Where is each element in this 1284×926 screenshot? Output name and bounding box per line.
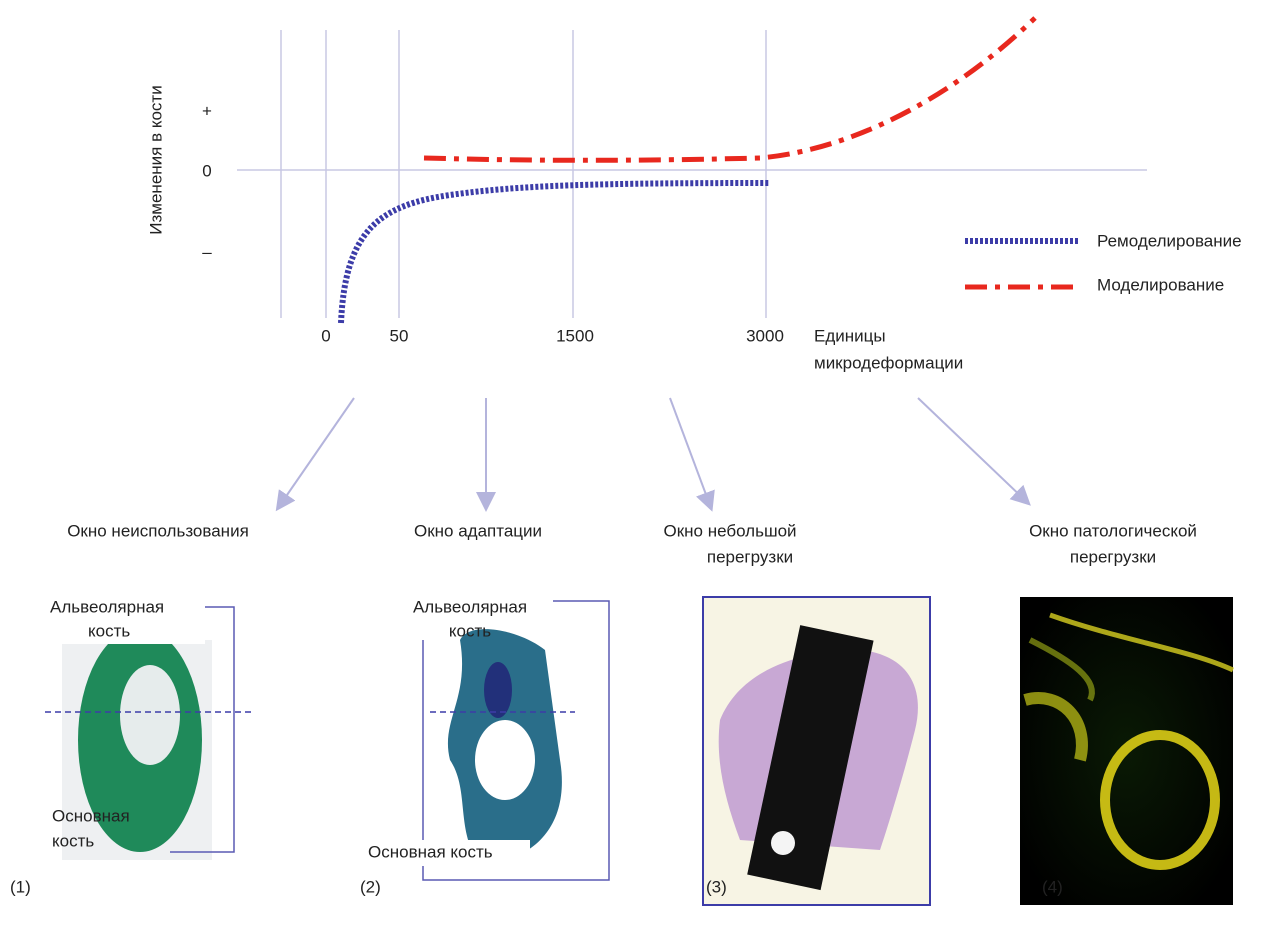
x-label: 50 xyxy=(390,326,409,345)
panel-label: Альвеолярная xyxy=(413,597,527,616)
panel-label: кость xyxy=(88,621,130,640)
x-label: 0 xyxy=(321,326,330,345)
panel-number: (1) xyxy=(10,877,31,896)
y-axis-title: Изменения в кости xyxy=(146,85,165,234)
window-title: Окно адаптации xyxy=(414,521,542,540)
panel-4 xyxy=(1020,597,1233,905)
x-axis-title: Единицы xyxy=(814,326,886,345)
y-label: 0 xyxy=(202,161,211,180)
window-title: Окно неиспользования xyxy=(67,521,249,540)
arrow xyxy=(918,398,1028,503)
window-title: перегрузки xyxy=(1070,547,1156,566)
panel-number: (4) xyxy=(1042,877,1063,896)
panel-3 xyxy=(703,597,930,905)
panel-1: Альвеолярная кость Основная кость xyxy=(40,596,255,860)
panel-label: кость xyxy=(52,831,94,850)
panel-label: Основная xyxy=(52,806,130,825)
remodeling-curve xyxy=(341,183,770,323)
window-title: Окно небольшой xyxy=(663,521,796,540)
panel-2: Альвеолярная кость Основная кость xyxy=(365,597,609,880)
y-label: + xyxy=(202,101,212,120)
x-label: 3000 xyxy=(746,326,784,345)
page: {"chart": {"axis_title": "Изменения в ко… xyxy=(0,0,1284,926)
modeling-curve xyxy=(424,18,1035,160)
panel-label: кость xyxy=(449,621,491,640)
x-axis-title: микродеформации xyxy=(814,353,963,372)
legend-label: Ремоделирование xyxy=(1097,231,1242,250)
y-label: – xyxy=(202,242,212,261)
panel-number: (2) xyxy=(360,877,381,896)
legend-label: Моделирование xyxy=(1097,275,1224,294)
panel-label: Альвеолярная xyxy=(50,597,164,616)
panel-label: Основная кость xyxy=(368,842,493,861)
arrow xyxy=(670,398,711,508)
chart: Изменения в кости + 0 – 0 50 1500 3000 Е… xyxy=(146,18,1241,372)
arrow xyxy=(278,398,354,508)
window-title: Окно патологической xyxy=(1029,521,1197,540)
panel-number: (3) xyxy=(706,877,727,896)
x-label: 1500 xyxy=(556,326,594,345)
window-title: перегрузки xyxy=(707,547,793,566)
